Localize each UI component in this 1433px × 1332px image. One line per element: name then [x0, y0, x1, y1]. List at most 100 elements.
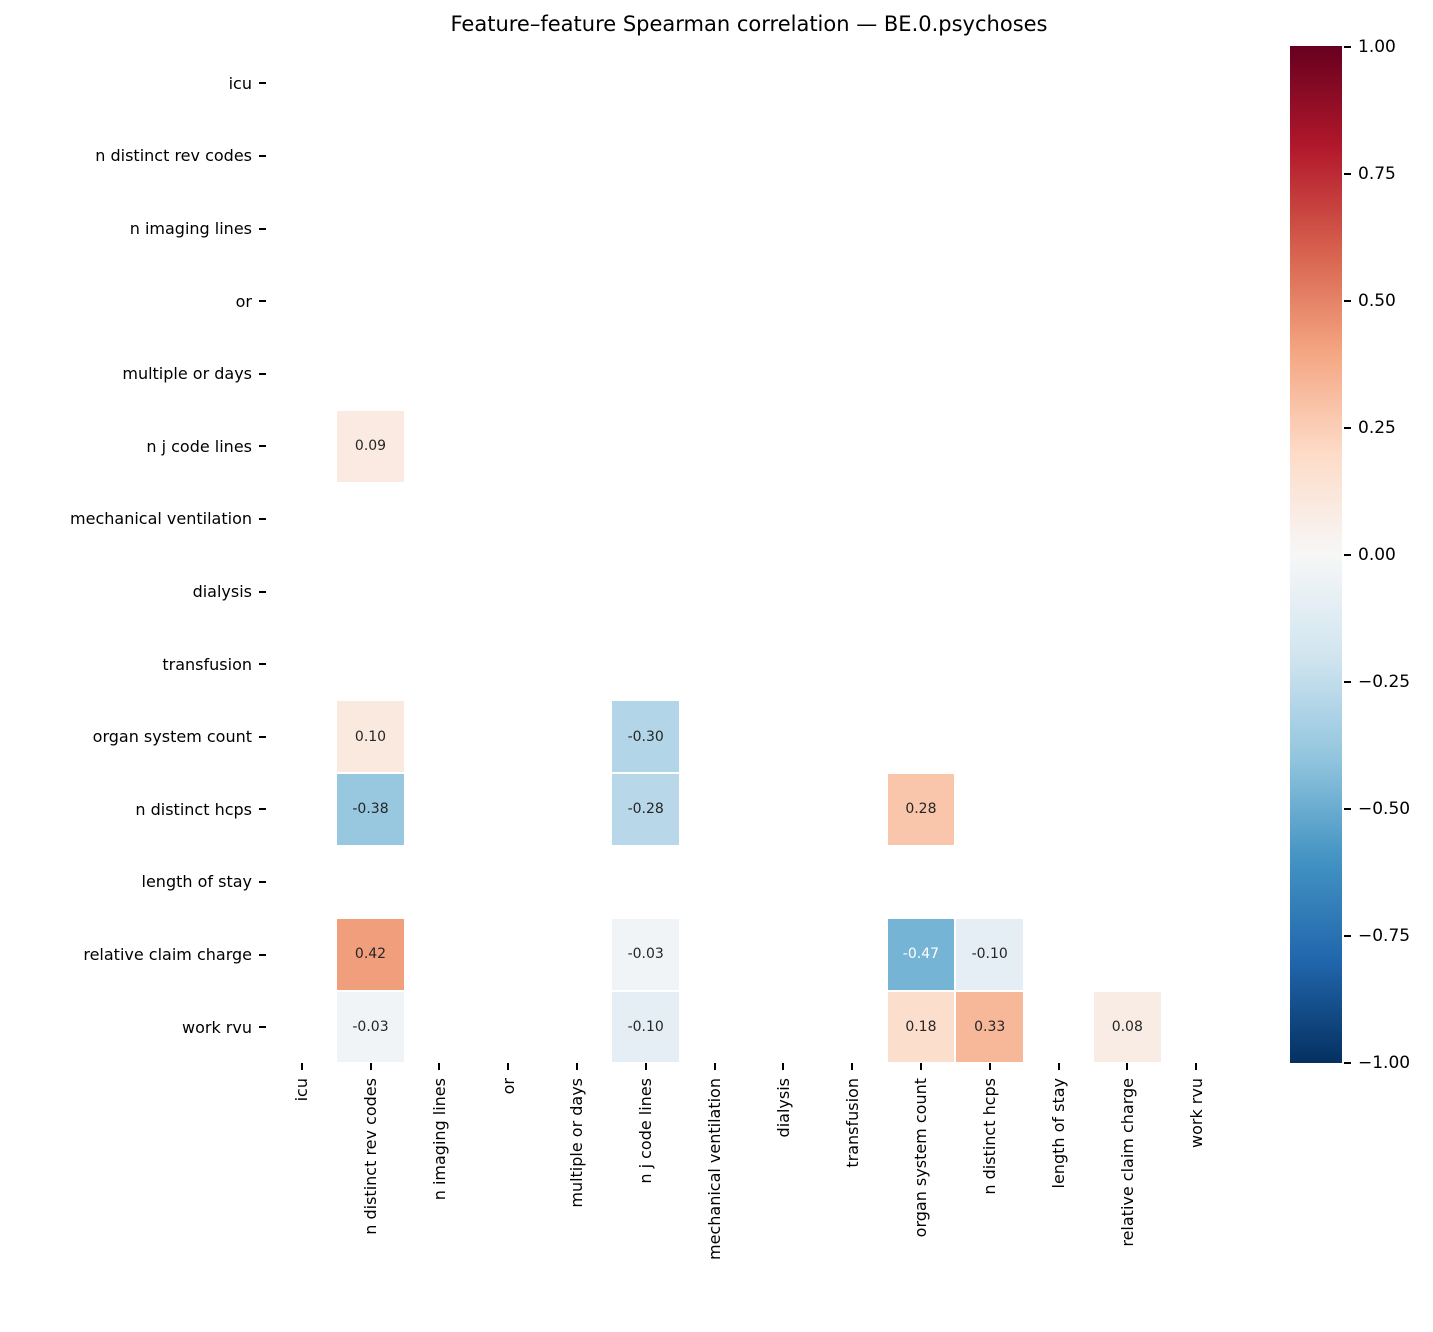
colorbar-tick-label: −0.50: [1358, 799, 1411, 819]
x-tick-mark: [851, 1063, 854, 1071]
y-tick-mark: [259, 227, 266, 230]
y-tick-label: length of stay: [141, 872, 252, 892]
x-tick-label: icu: [292, 1078, 312, 1102]
colorbar-tick-label: 0.75: [1358, 164, 1396, 184]
x-tick-mark: [438, 1063, 441, 1071]
x-tick-mark: [1126, 1063, 1129, 1071]
cell-value: -0.10: [971, 946, 1008, 963]
y-tick-mark: [259, 663, 266, 666]
x-tick-label: n imaging lines: [429, 1078, 449, 1201]
colorbar-tick-label: −1.00: [1358, 1053, 1411, 1073]
heatmap-cell: -0.03: [336, 990, 405, 1064]
x-tick-label: work rvu: [1186, 1078, 1206, 1148]
colorbar-tick-label: 0.00: [1358, 545, 1396, 565]
cell-value: 0.18: [905, 1019, 937, 1036]
cell-value: -0.10: [627, 1019, 664, 1036]
y-tick-mark: [259, 1026, 266, 1029]
y-tick-mark: [259, 82, 266, 85]
colorbar-tick-label: 0.25: [1358, 418, 1396, 438]
y-tick-mark: [259, 590, 266, 593]
y-tick-label: or: [235, 291, 252, 311]
y-tick-label: relative claim charge: [83, 945, 252, 964]
colorbar-tick-mark: [1344, 554, 1351, 556]
colorbar-tick-label: 1.00: [1358, 37, 1396, 57]
colorbar-tick-mark: [1344, 300, 1351, 302]
x-tick-mark: [713, 1063, 716, 1071]
heatmap-cell: -0.10: [955, 918, 1025, 991]
y-tick-label: dialysis: [192, 582, 252, 601]
heatmap-cell: -0.47: [886, 918, 956, 991]
x-tick-label: multiple or days: [567, 1078, 587, 1208]
x-tick-mark: [507, 1063, 510, 1071]
cell-value: -0.03: [352, 1019, 389, 1036]
cell-value: 0.08: [1111, 1019, 1143, 1036]
cell-value: -0.47: [902, 946, 940, 963]
cell-value: -0.03: [627, 946, 664, 963]
colorbar-tick-mark: [1344, 46, 1351, 48]
heatmap-cell: -0.30: [611, 700, 681, 773]
cell-value: 0.28: [905, 801, 937, 818]
heatmap-cell: 0.08: [1092, 990, 1162, 1064]
y-tick-label: transfusion: [162, 654, 252, 674]
colorbar-tick-mark: [1344, 173, 1351, 175]
x-tick-label: n distinct rev codes: [361, 1078, 380, 1235]
colorbar-tick-mark: [1344, 808, 1351, 810]
y-tick-mark: [259, 517, 266, 520]
y-tick-mark: [259, 808, 266, 811]
x-tick-label: mechanical ventilation: [705, 1078, 724, 1260]
y-tick-label: multiple or days: [122, 364, 252, 384]
heatmap-cell: 0.09: [336, 410, 405, 483]
y-tick-label: work rvu: [182, 1017, 252, 1037]
x-tick-mark: [575, 1063, 578, 1071]
heatmap-cell: -0.38: [336, 773, 405, 846]
heatmap-cell: 0.28: [886, 773, 956, 846]
cell-value: 0.10: [354, 728, 387, 745]
y-tick-label: n distinct rev codes: [95, 146, 252, 166]
x-tick-label: length of stay: [1049, 1078, 1068, 1189]
cell-value: 0.33: [974, 1019, 1006, 1036]
y-tick-label: mechanical ventilation: [70, 509, 252, 529]
colorbar-tick-mark: [1344, 681, 1351, 683]
heatmap-cell: 0.42: [336, 918, 405, 991]
x-tick-label: n j code lines: [636, 1078, 656, 1184]
x-tick-label: or: [498, 1078, 518, 1095]
colorbar-gradient: [1290, 46, 1342, 1063]
cell-value: -0.30: [627, 728, 664, 745]
y-tick-label: n imaging lines: [129, 219, 252, 238]
heatmap-cell: -0.10: [611, 990, 681, 1064]
y-tick-label: n j code lines: [146, 436, 252, 456]
y-tick-label: icu: [228, 73, 252, 93]
x-tick-mark: [1057, 1063, 1060, 1071]
cell-value: -0.38: [352, 801, 389, 818]
heatmap-cell: 0.33: [955, 990, 1025, 1064]
colorbar-tick-label: 0.50: [1358, 291, 1396, 311]
x-tick-label: relative claim charge: [1117, 1078, 1137, 1247]
heatmap-cell: -0.03: [611, 918, 681, 991]
colorbar-tick-mark: [1344, 1062, 1351, 1064]
y-tick-mark: [259, 953, 266, 956]
x-tick-mark: [1195, 1063, 1198, 1071]
x-tick-mark: [369, 1063, 372, 1071]
x-tick-label: transfusion: [842, 1078, 862, 1168]
x-tick-label: dialysis: [773, 1078, 793, 1138]
x-tick-mark: [919, 1063, 922, 1071]
colorbar-tick-label: −0.75: [1358, 926, 1411, 946]
x-tick-mark: [300, 1063, 303, 1071]
heatmap-cell: 0.10: [336, 700, 405, 773]
y-tick-mark: [259, 735, 266, 738]
y-tick-label: organ system count: [92, 727, 252, 747]
colorbar-tick-mark: [1344, 935, 1351, 937]
cell-value: -0.28: [627, 801, 664, 818]
cell-value: 0.42: [354, 946, 387, 963]
y-tick-mark: [259, 445, 266, 448]
colorbar-tick-label: −0.25: [1358, 672, 1411, 692]
chart-title: Feature–feature Spearman correlation — B…: [450, 12, 1048, 36]
heatmap-cell: -0.28: [611, 773, 681, 846]
heatmap-cell: 0.18: [886, 990, 956, 1064]
x-tick-label: organ system count: [911, 1078, 931, 1238]
x-tick-label: n distinct hcps: [980, 1078, 1000, 1195]
x-tick-mark: [782, 1063, 785, 1071]
cell-value: 0.09: [354, 438, 387, 455]
y-tick-label: n distinct hcps: [135, 799, 252, 819]
